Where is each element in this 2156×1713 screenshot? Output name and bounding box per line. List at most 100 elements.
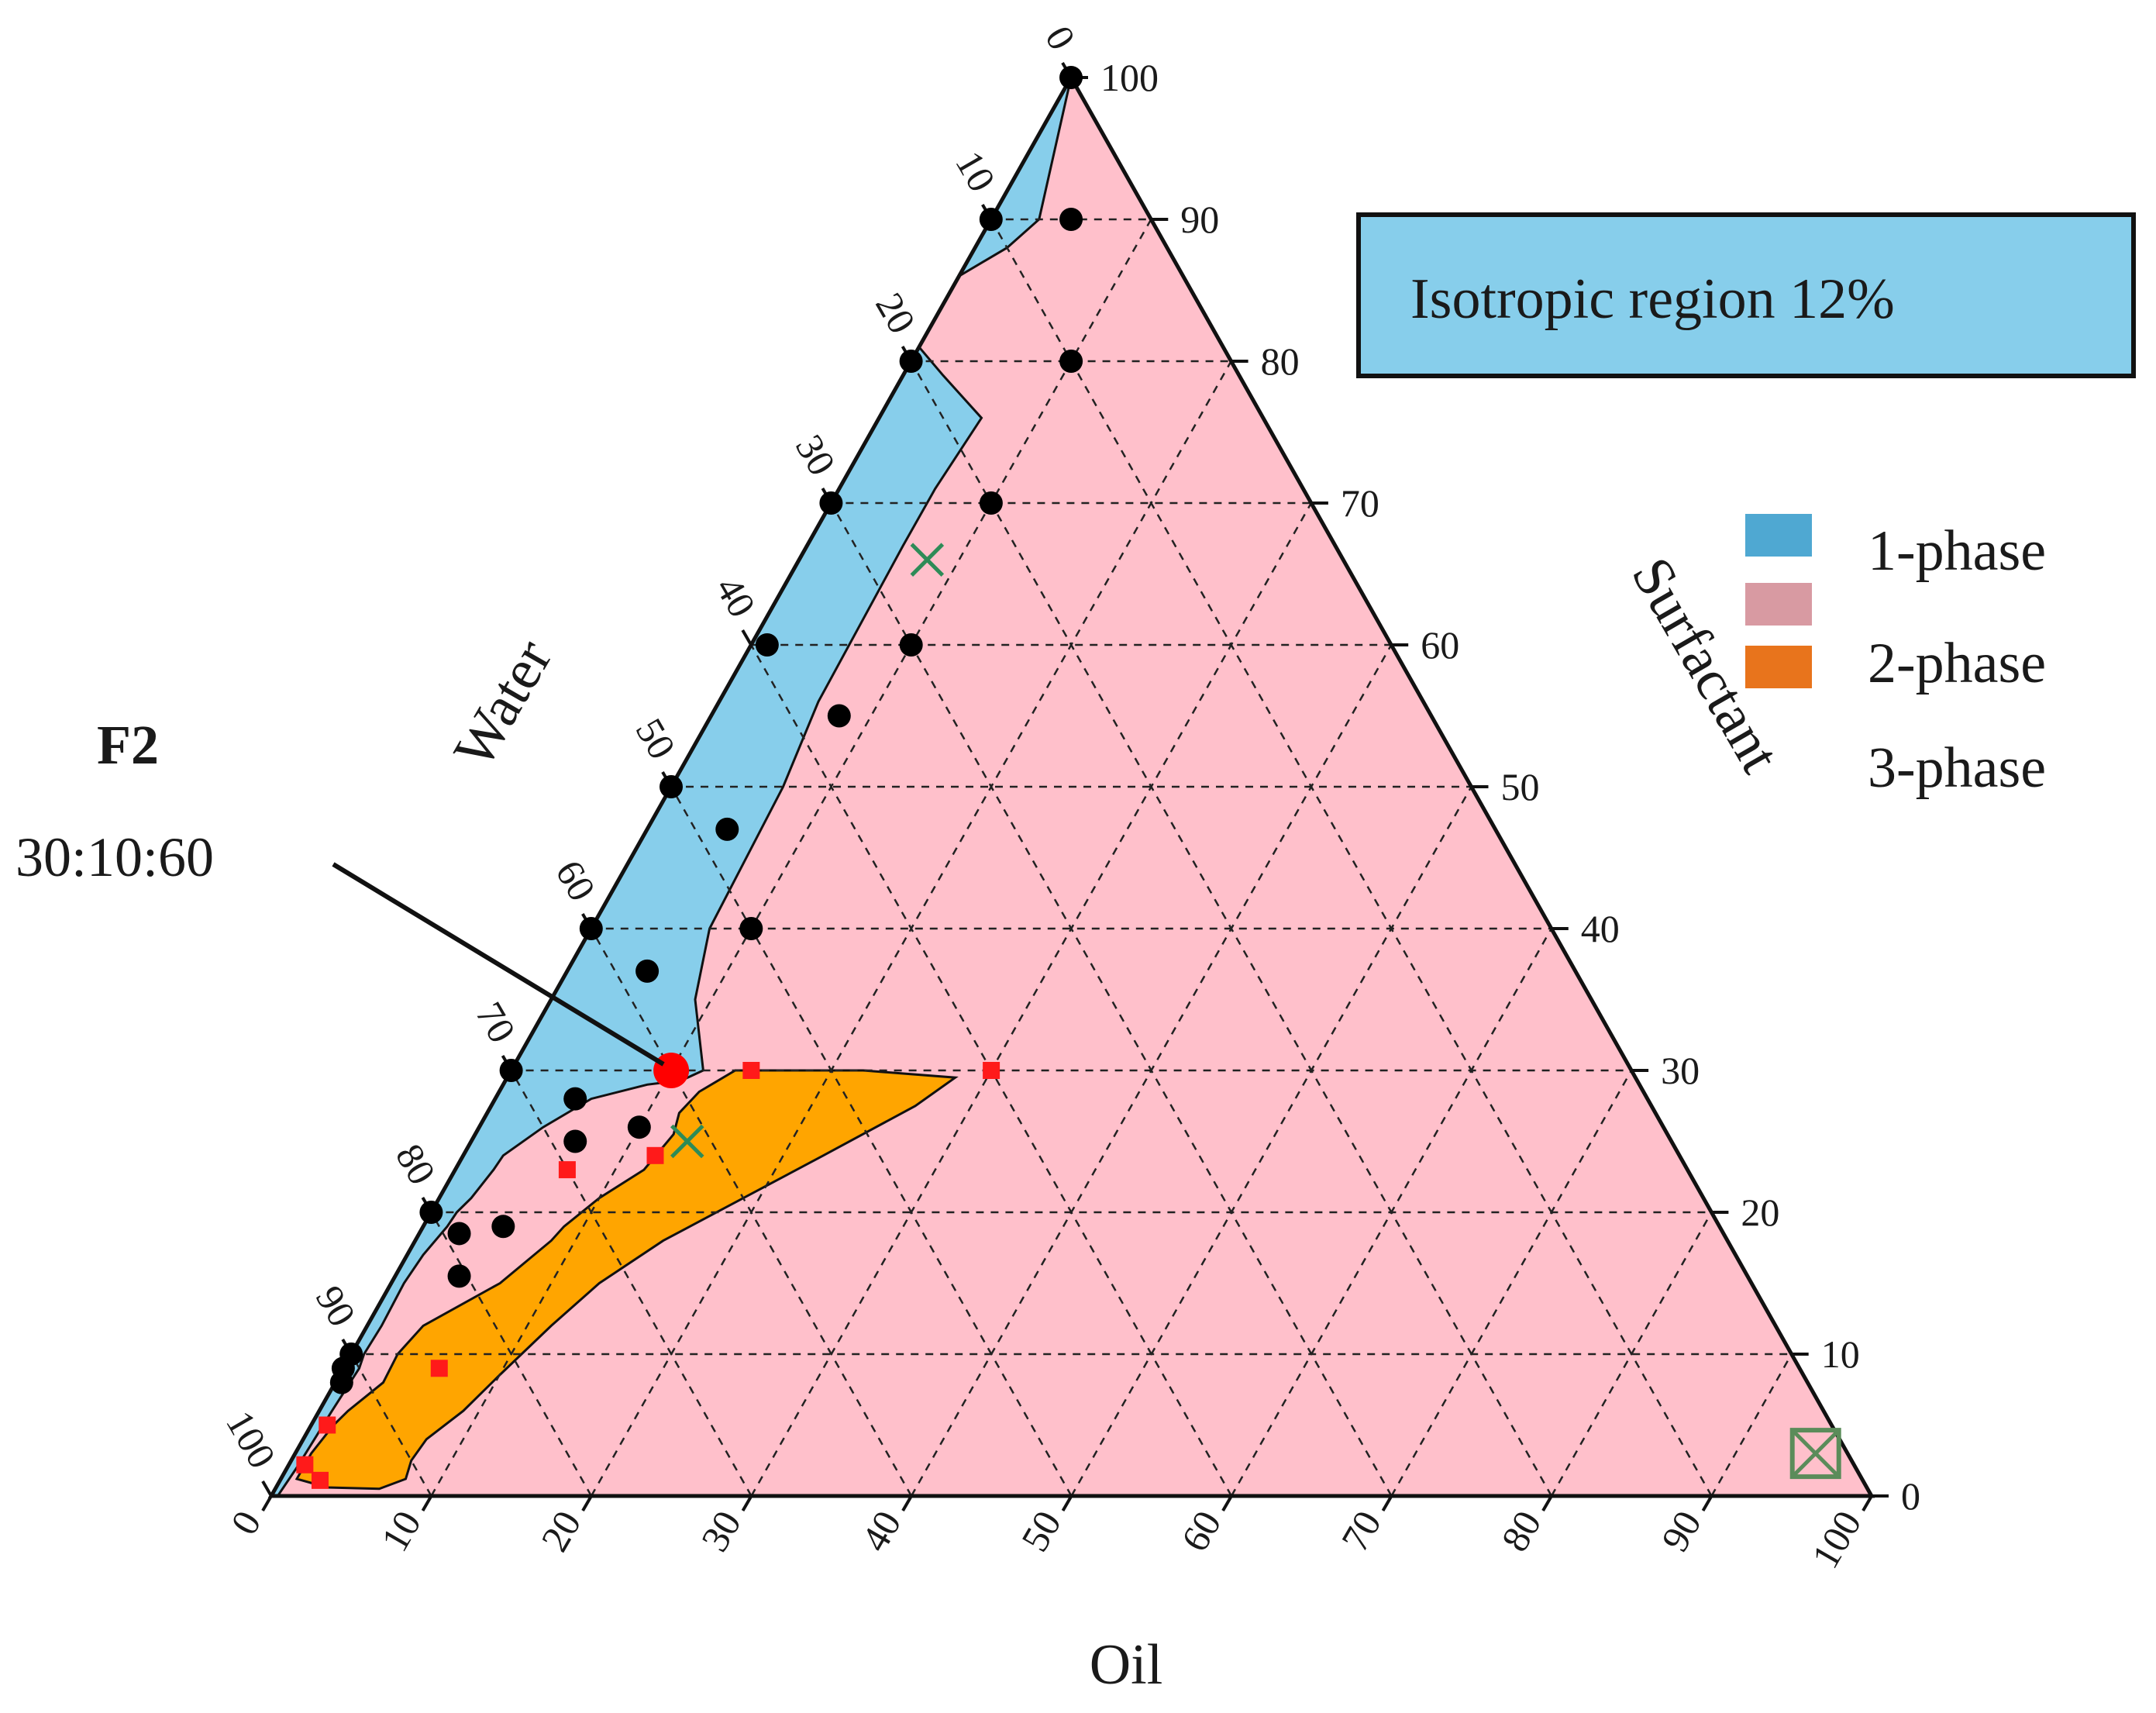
- bottom-tick-label-30: 30: [693, 1504, 749, 1559]
- right-tick-label-20: 20: [1741, 1191, 1779, 1234]
- bottom-tick-100: [1862, 1494, 1873, 1512]
- point-black-dot-19: [627, 1115, 651, 1139]
- bottom-tick-label-50: 50: [1013, 1504, 1069, 1559]
- isotropic-box-background: [1356, 212, 2136, 378]
- left-tick-label-80: 80: [387, 1136, 444, 1191]
- bottom-tick-80: [1541, 1494, 1553, 1512]
- right-tick-label-60: 60: [1421, 623, 1459, 667]
- bottom-tick-label-40: 40: [852, 1504, 909, 1559]
- grid-lines: [350, 218, 1793, 1497]
- bottom-tick-50: [1061, 1494, 1073, 1512]
- point-black-dot-26: [329, 1370, 353, 1394]
- f2-label: F2: [97, 714, 159, 776]
- point-black-dot-1: [1059, 208, 1083, 231]
- point-black-dot-4: [899, 350, 923, 373]
- point-black-dot-10: [660, 775, 683, 798]
- point-black-dot-18: [419, 1201, 443, 1224]
- legend-label-3-phase: 3-phase: [1868, 736, 2046, 800]
- left-tick-label-60: 60: [547, 853, 604, 908]
- point-black-dot-5: [979, 491, 1003, 515]
- point-black-dot-6: [819, 491, 843, 515]
- bottom-tick-label-80: 80: [1493, 1504, 1549, 1559]
- point-green-box-cross-0-cross: [1792, 1430, 1839, 1477]
- right-tick-label-10: 10: [1821, 1332, 1860, 1376]
- isotropic-region-label: Isotropic region 12%: [1410, 267, 1895, 331]
- left-tick-label-10: 10: [947, 143, 1004, 198]
- point-red-dot-large-0: [653, 1053, 690, 1088]
- legend-swatch-1-phase: [1745, 514, 1812, 557]
- grid-line-water-10: [350, 1353, 432, 1497]
- point-black-dot-17: [563, 1087, 587, 1111]
- grid-line-oil-30: [750, 502, 1312, 1497]
- point-green-cross-0: [910, 543, 945, 577]
- legend-swatch-2-phase: [1745, 646, 1812, 688]
- bottom-tick-40: [901, 1494, 913, 1512]
- grid-line-water-50: [670, 786, 1073, 1497]
- left-tick-label-30: 30: [787, 427, 844, 482]
- legend-swatch-unlabeled: [1745, 583, 1812, 626]
- left-axis-title: Water: [442, 629, 564, 778]
- f2-annotation: F2 30:10:60: [15, 714, 665, 1067]
- point-black-dot-20: [563, 1129, 587, 1153]
- point-red-square-2: [646, 1146, 664, 1164]
- left-tick-40: [741, 629, 753, 646]
- right-tick-label-30: 30: [1661, 1049, 1700, 1092]
- point-black-dot-0: [1059, 66, 1083, 89]
- bottom-tick-0: [261, 1494, 273, 1512]
- point-black-dot-3: [1059, 350, 1083, 373]
- bottom-tick-label-90: 90: [1653, 1504, 1710, 1559]
- point-black-dot-8: [755, 633, 779, 657]
- point-black-dot-7: [899, 633, 923, 657]
- bottom-tick-label-100: 100: [1803, 1504, 1870, 1576]
- right-tick-label-90: 90: [1180, 198, 1219, 241]
- point-black-dot-12: [579, 917, 603, 940]
- point-red-square-3: [558, 1161, 576, 1179]
- grid-line-oil-90: [1710, 1353, 1793, 1497]
- bottom-tick-60: [1221, 1494, 1233, 1512]
- point-red-square-5: [319, 1416, 336, 1434]
- f2-ratio: 30:10:60: [15, 826, 214, 888]
- left-tick-label-100: 100: [218, 1404, 284, 1476]
- point-red-square-6: [296, 1456, 314, 1473]
- point-black-dot-11: [715, 817, 739, 841]
- bottom-tick-label-70: 70: [1333, 1504, 1390, 1559]
- left-tick-label-40: 40: [708, 569, 764, 624]
- point-green-box-cross-0: [1789, 1428, 1841, 1480]
- legend-label-2-phase: 2-phase: [1868, 632, 2046, 695]
- grid-line-water-80: [910, 360, 1553, 1497]
- point-black-dot-22: [447, 1222, 471, 1246]
- right-tick-label-40: 40: [1581, 907, 1620, 950]
- left-tick-label-50: 50: [627, 711, 684, 766]
- point-black-dot-2: [979, 208, 1003, 231]
- point-green-cross-1: [670, 1124, 704, 1159]
- isotropic-region-box: Isotropic region 12%: [1356, 212, 2136, 378]
- f2-arrow: [332, 862, 665, 1067]
- bottom-tick-10: [421, 1494, 433, 1512]
- right-tick-label-100: 100: [1100, 56, 1159, 99]
- right-tick-label-70: 70: [1341, 481, 1379, 525]
- bottom-axis-title: Oil: [1090, 1633, 1163, 1697]
- point-red-square-0: [983, 1062, 1001, 1079]
- right-tick-label-80: 80: [1261, 339, 1300, 383]
- point-black-dot-14: [635, 959, 660, 983]
- right-tick-label-50: 50: [1501, 765, 1540, 808]
- left-tick-label-0: 0: [1037, 19, 1084, 57]
- bottom-tick-90: [1701, 1494, 1713, 1512]
- legend-label-1-phase: 1-phase: [1868, 519, 2046, 583]
- left-tick-100: [261, 1480, 273, 1498]
- point-red-square-1: [742, 1062, 760, 1079]
- point-black-dot-9: [827, 704, 851, 728]
- point-black-dot-21: [491, 1215, 515, 1239]
- point-black-dot-13: [739, 917, 763, 940]
- bottom-tick-20: [581, 1494, 593, 1512]
- grid-line-water-70: [830, 502, 1393, 1497]
- point-red-square-7: [311, 1471, 329, 1489]
- grid-line-water-40: [590, 928, 913, 1497]
- data-points: [296, 66, 1841, 1489]
- left-tick-label-70: 70: [467, 994, 524, 1050]
- legend: 1-phase 2-phase 3-phase: [1745, 514, 2046, 800]
- grid-line-water-20: [430, 1212, 593, 1497]
- bottom-tick-30: [741, 1494, 753, 1512]
- bottom-tick-label-20: 20: [532, 1504, 589, 1559]
